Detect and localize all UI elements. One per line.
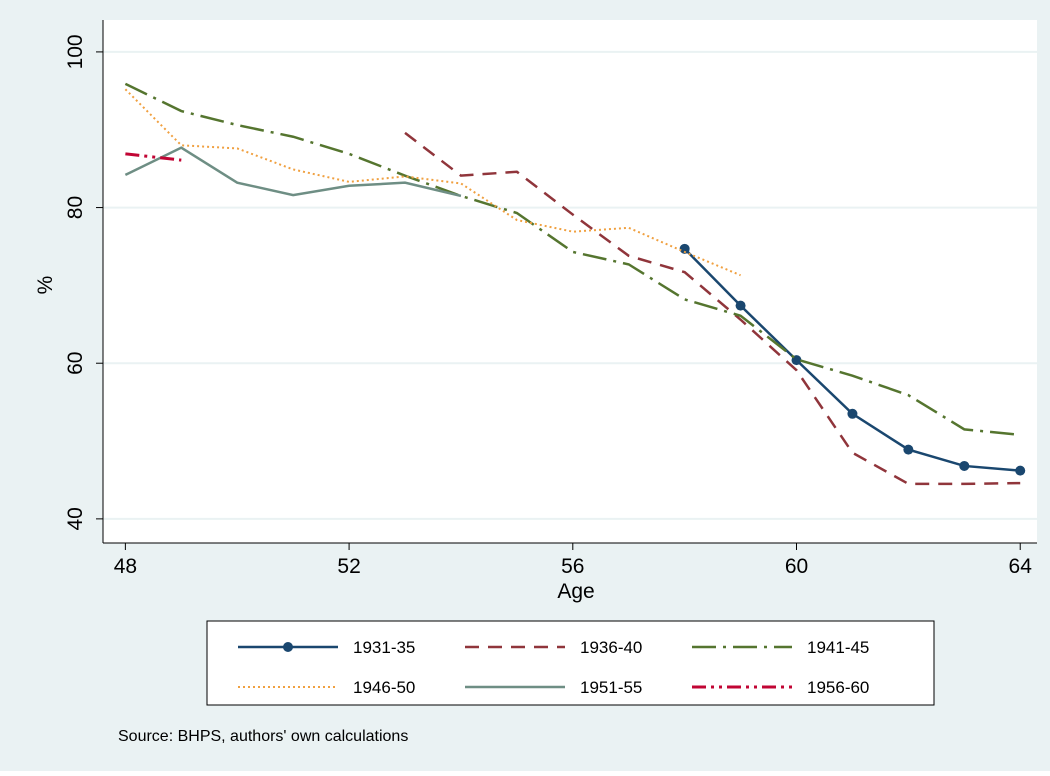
plot-area — [103, 20, 1037, 543]
point-marker — [735, 300, 746, 311]
y-tick-label: 100 — [64, 34, 87, 69]
x-tick-label: 48 — [114, 555, 137, 578]
series-line — [124, 88, 741, 277]
x-tick-label: 52 — [337, 555, 360, 578]
legend-label: 1946-50 — [353, 678, 415, 697]
series-line — [124, 82, 1021, 437]
legend-label: 1956-60 — [807, 678, 869, 697]
point-marker — [679, 243, 690, 254]
x-tick-label: 60 — [785, 555, 808, 578]
legend-box — [206, 620, 935, 706]
point-marker — [903, 444, 914, 455]
point-marker — [791, 355, 802, 366]
legend-marker — [283, 642, 293, 652]
source-note: Source: BHPS, authors' own calculations — [118, 728, 408, 745]
legend-label: 1936-40 — [580, 638, 642, 657]
point-marker — [847, 408, 858, 419]
x-axis-label: Age — [557, 580, 594, 603]
legend-label: 1951-55 — [580, 678, 642, 697]
y-tick-label: 80 — [64, 196, 87, 219]
x-tick-label: 56 — [561, 555, 584, 578]
point-marker — [1015, 465, 1026, 476]
legend-label: 1941-45 — [807, 638, 869, 657]
legend-label: 1931-35 — [353, 638, 415, 657]
y-axis-label: % — [34, 276, 57, 295]
point-marker — [959, 460, 970, 471]
x-tick-label: 64 — [1009, 555, 1033, 578]
series-line — [404, 131, 1021, 486]
y-tick-label: 60 — [64, 352, 87, 375]
y-tick-label: 40 — [64, 507, 87, 530]
series-line — [125, 152, 182, 162]
series-line — [124, 146, 462, 198]
